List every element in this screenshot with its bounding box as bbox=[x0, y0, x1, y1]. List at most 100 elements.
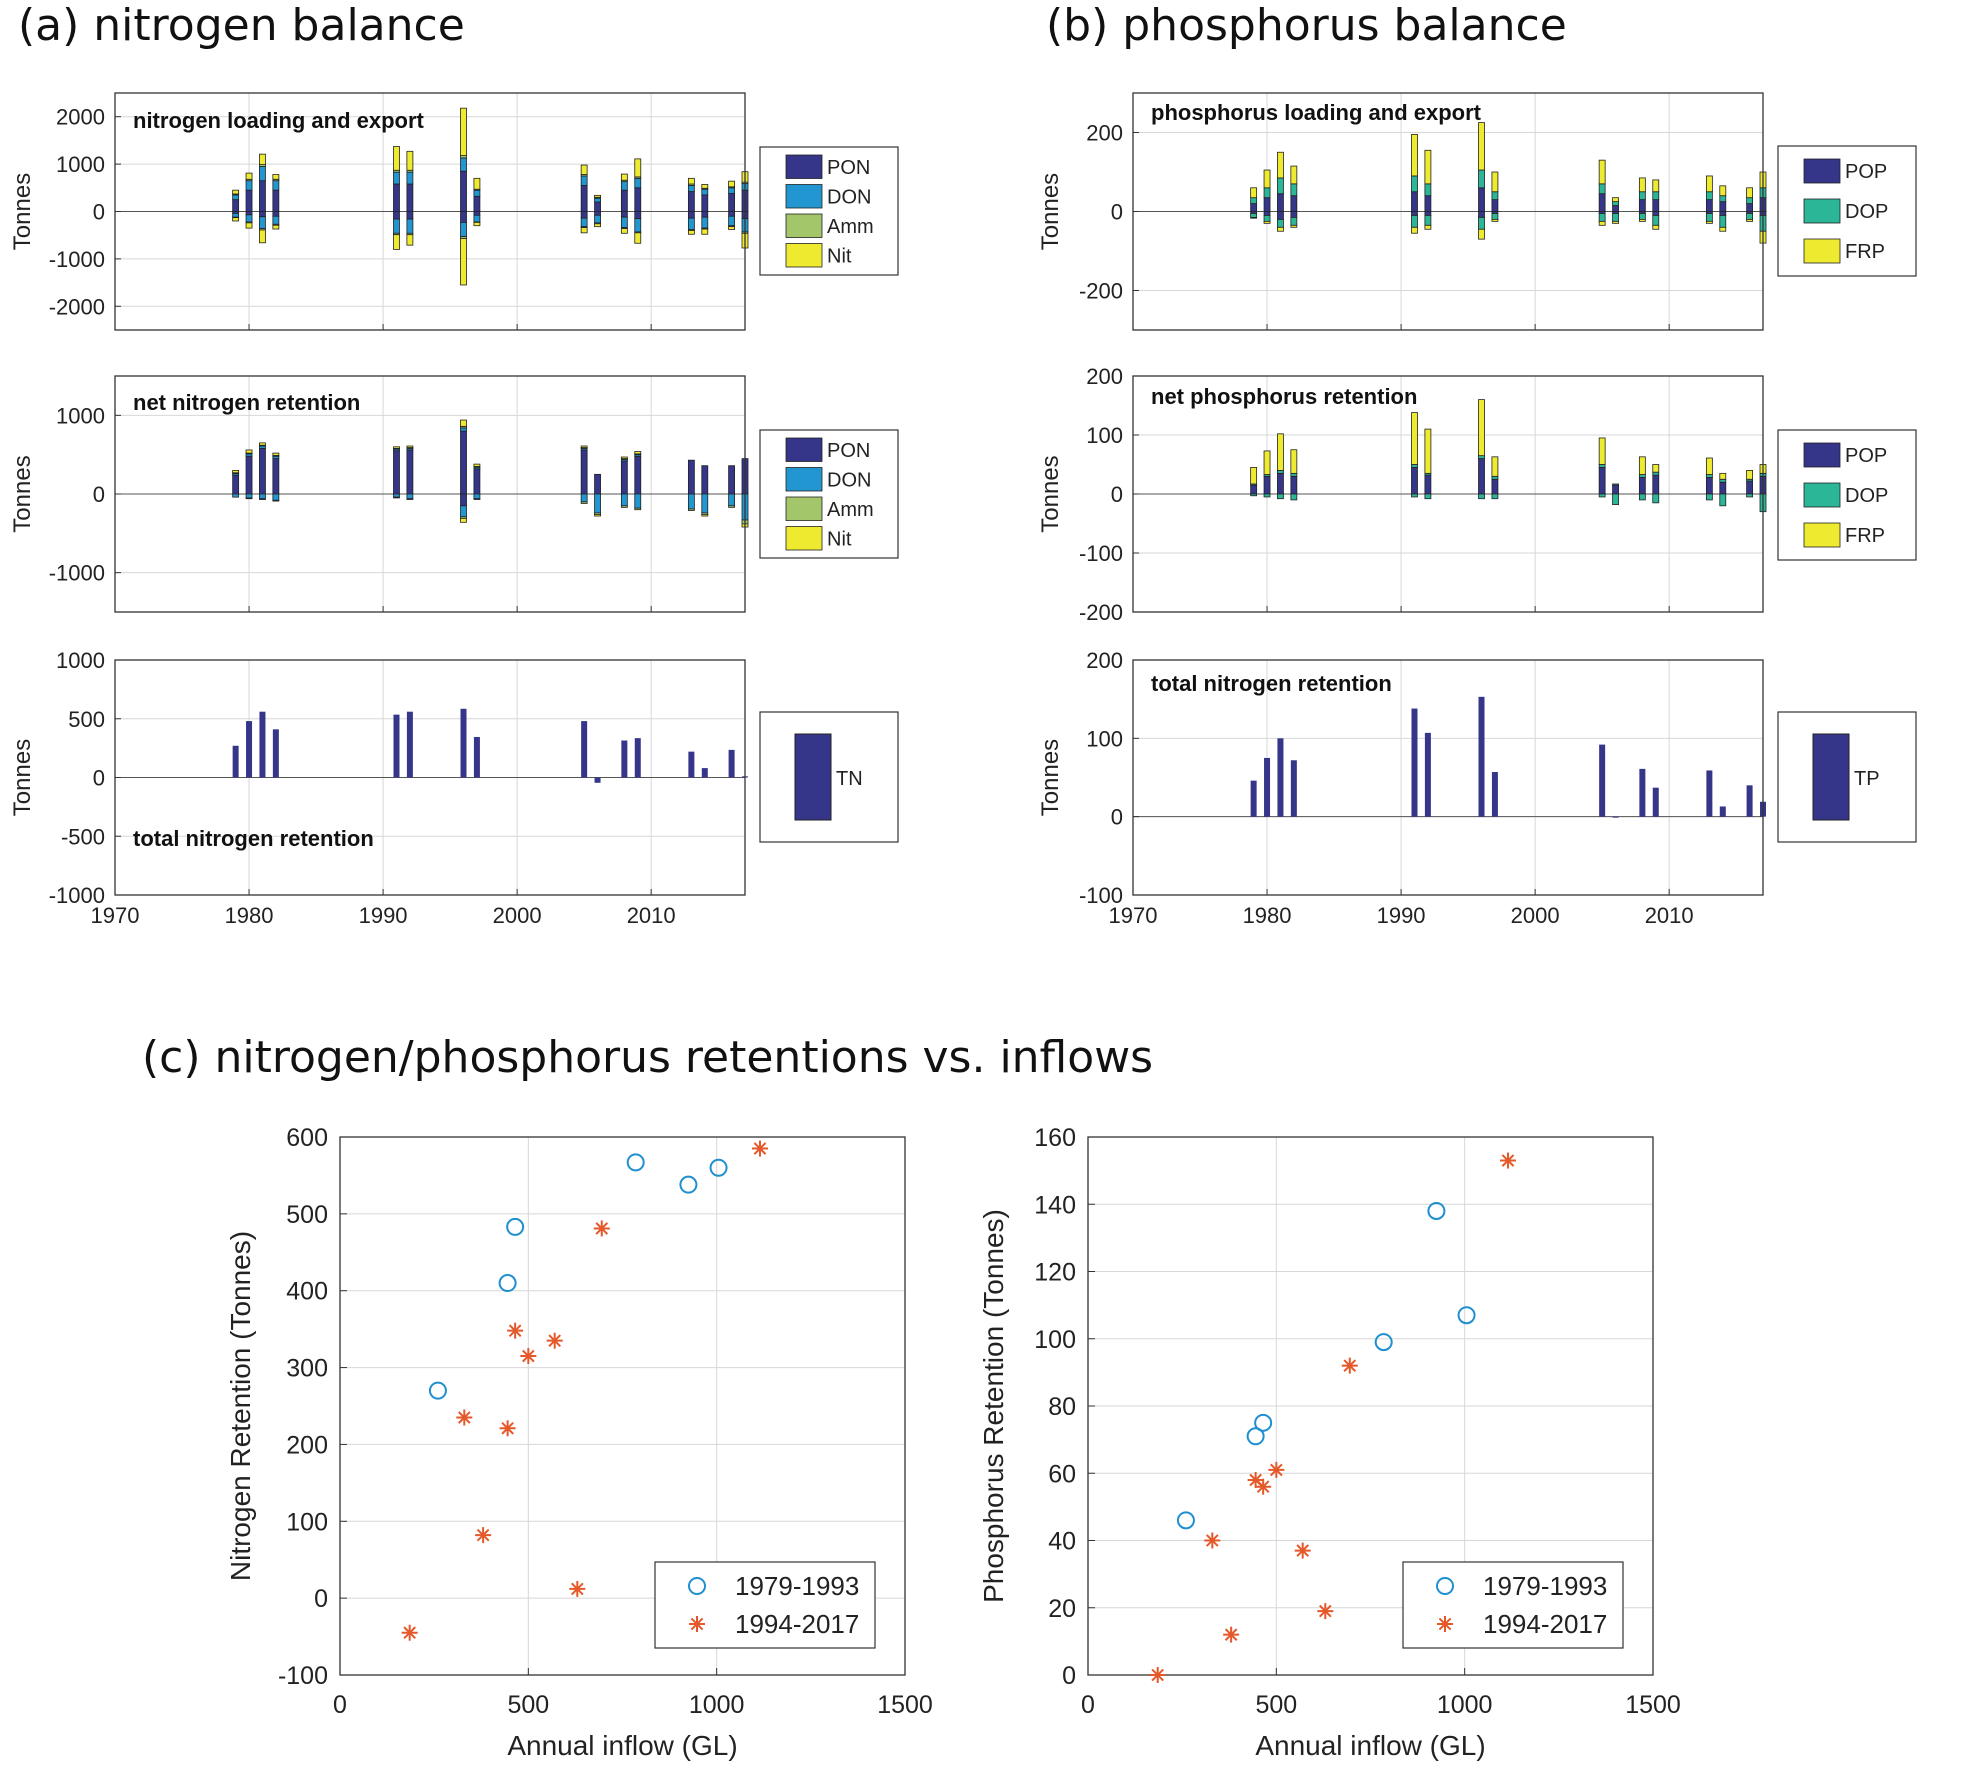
legend-swatch-dop bbox=[1803, 482, 1841, 508]
bar-segment-frp bbox=[1705, 175, 1713, 193]
legend-label-frp: FRP bbox=[1845, 525, 1885, 547]
bar-segment-pop bbox=[1250, 484, 1258, 495]
bar-segment-pon bbox=[393, 450, 400, 495]
y-tick-label: 500 bbox=[286, 1201, 328, 1229]
bar-segment-frp bbox=[1598, 437, 1606, 465]
bar-segment-don bbox=[594, 214, 601, 224]
point-1994-2017 bbox=[1268, 1461, 1285, 1478]
bar-segment-don bbox=[232, 493, 240, 498]
legend-label: TP bbox=[1854, 768, 1880, 790]
y-tick-label: 200 bbox=[1086, 121, 1123, 146]
panel-title: total nitrogen retention bbox=[1151, 671, 1392, 696]
bar-segment-don bbox=[634, 218, 642, 233]
legend-label-pop: POP bbox=[1845, 161, 1887, 183]
bar-segment-frp bbox=[1491, 171, 1499, 193]
bar-segment-amm bbox=[728, 505, 735, 508]
bar-segment-don bbox=[245, 214, 253, 223]
bar-segment-pop bbox=[1491, 199, 1499, 212]
bar-segment-nit bbox=[728, 226, 735, 230]
bar-segment-amm bbox=[473, 498, 481, 500]
y-tick-label: 0 bbox=[1062, 1662, 1076, 1690]
bar-segment-pon bbox=[473, 211, 481, 216]
bar-segment-nit bbox=[460, 419, 467, 427]
bar-segment-nit bbox=[634, 158, 642, 178]
legend-swatch-frp bbox=[1803, 522, 1841, 548]
bar-segment-dop bbox=[1652, 191, 1660, 201]
legend-swatch bbox=[1812, 733, 1850, 821]
x-tick-label: 1980 bbox=[1243, 903, 1292, 928]
bar-segment-nit bbox=[473, 177, 481, 190]
legend: PON DON Amm Nit bbox=[759, 429, 899, 559]
star-stroke bbox=[1438, 1617, 1452, 1631]
bar bbox=[1250, 780, 1257, 817]
bar-segment-pon bbox=[406, 449, 414, 495]
bar-segment-don bbox=[406, 218, 414, 234]
bar-segment-dop bbox=[1719, 215, 1727, 228]
bar-segment-pon bbox=[393, 211, 400, 220]
bar bbox=[1719, 806, 1726, 817]
bar-segment-dop bbox=[1411, 493, 1418, 498]
bar-segment-pon bbox=[594, 473, 601, 495]
bar-segment-pop bbox=[1424, 211, 1432, 216]
bar-segment-pon bbox=[634, 455, 642, 495]
legend-label: 1979-1993 bbox=[1483, 1571, 1607, 1601]
bar-segment-frp bbox=[1263, 220, 1271, 224]
bar-segment-pop bbox=[1652, 211, 1660, 216]
bar-segment-frp bbox=[1652, 179, 1660, 193]
bar-segment-pop bbox=[1638, 199, 1646, 212]
bar-segment-frp bbox=[1746, 187, 1753, 199]
point-1994-2017 bbox=[1341, 1357, 1358, 1374]
y-axis-label: Tonnes bbox=[9, 739, 36, 816]
star-stroke bbox=[1151, 1668, 1164, 1682]
bar-segment-nit bbox=[272, 452, 280, 456]
bar-segment-pon bbox=[406, 211, 414, 220]
bar-segment-frp bbox=[1277, 433, 1284, 471]
bar-segment-don bbox=[272, 493, 280, 501]
legend-swatch-don bbox=[785, 467, 823, 492]
bar bbox=[406, 711, 413, 778]
bar-segment-frp bbox=[1424, 224, 1432, 230]
legend: 1979-1993 1994-2017 bbox=[654, 1561, 876, 1649]
legend-label-dop: DOP bbox=[1845, 485, 1888, 507]
legend-label-amm: Amm bbox=[827, 499, 874, 521]
bar-segment-nit bbox=[406, 445, 414, 448]
bar-segment-dop bbox=[1290, 472, 1298, 477]
bar-segment-pop bbox=[1277, 193, 1284, 212]
star-stroke bbox=[690, 1617, 704, 1631]
bar-segment-dop bbox=[1424, 183, 1432, 197]
bar-segment-nit bbox=[473, 463, 481, 467]
legend-box bbox=[1777, 145, 1917, 277]
point-1979-1993 bbox=[679, 1175, 698, 1194]
chart-n_net: 1000 0 -1000 net nitrogen retention Tonnes PO… bbox=[9, 375, 899, 613]
legend: PON DON Amm Nit bbox=[759, 146, 899, 276]
bar-segment-don bbox=[460, 157, 467, 172]
point-1979-1993 bbox=[1246, 1427, 1265, 1446]
bar-segment-dop bbox=[1705, 191, 1713, 201]
bar-segment-pop bbox=[1719, 211, 1727, 216]
point-1979-1993 bbox=[498, 1274, 517, 1293]
x-tick-label: 1990 bbox=[359, 903, 408, 928]
bar-segment-dop bbox=[1705, 474, 1713, 478]
y-tick-label: -200 bbox=[1079, 279, 1123, 304]
x-tick-label: 2010 bbox=[627, 903, 676, 928]
bar bbox=[1277, 738, 1284, 817]
bar-segment-don bbox=[406, 493, 414, 500]
legend-label: TN bbox=[836, 768, 863, 790]
y-tick-label: 140 bbox=[1034, 1191, 1076, 1219]
bar-segment-pon bbox=[687, 191, 695, 212]
panel-title: nitrogen loading and export bbox=[133, 108, 425, 133]
bar-segment-nit bbox=[232, 189, 240, 195]
bar-segment-amm bbox=[580, 501, 588, 504]
y-tick-label: -100 bbox=[278, 1662, 328, 1690]
legend-box bbox=[1402, 1561, 1624, 1649]
bar bbox=[393, 714, 400, 778]
bar-segment-don bbox=[460, 505, 467, 518]
bar-segment-dop bbox=[1705, 213, 1713, 222]
y-tick-label: 100 bbox=[286, 1508, 328, 1536]
chart-p_loading: 200 0 -200 phosphorus loading and export Ton… bbox=[1037, 92, 1917, 331]
star-stroke bbox=[595, 1222, 609, 1235]
y-tick-label: 100 bbox=[1034, 1326, 1076, 1354]
y-tick-label: 120 bbox=[1034, 1259, 1076, 1287]
